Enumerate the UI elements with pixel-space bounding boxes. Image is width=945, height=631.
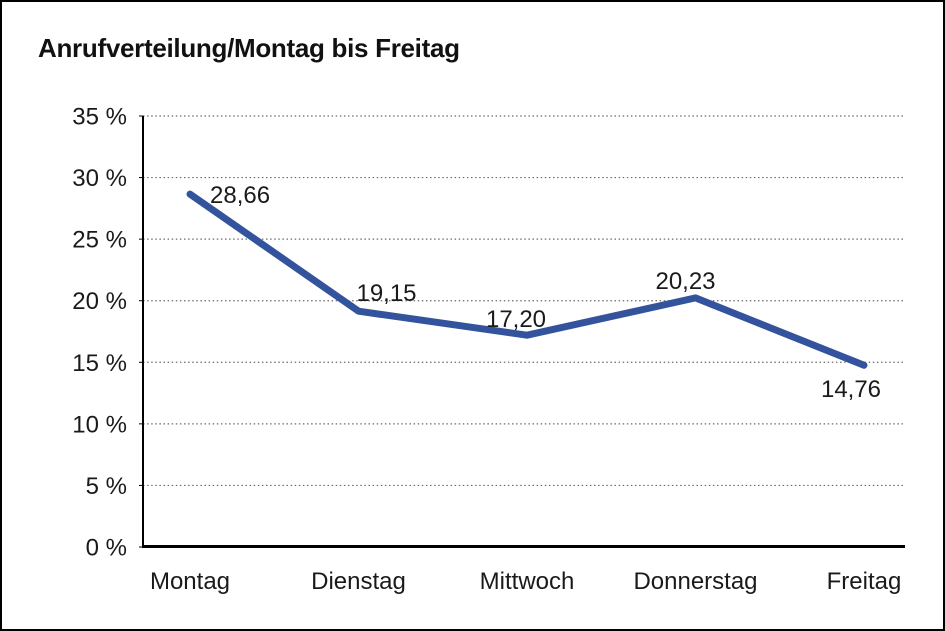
data-point-label: 19,15 [356, 280, 416, 307]
data-point-labels: 28,66 19,15 17,20 20,23 14,76 [210, 182, 881, 403]
chart-title: Anrufverteilung/Montag bis Freitag [38, 33, 460, 63]
y-axis-tick-labels: 0 % 5 % 10 % 15 % 20 % 25 % 30 % 35 % [72, 104, 127, 562]
x-tick-label: Freitag [827, 568, 902, 595]
x-tick-label: Donnerstag [633, 568, 757, 595]
x-tick-label: Mittwoch [480, 568, 575, 595]
data-point-label: 14,76 [821, 376, 881, 403]
x-tick-label: Montag [150, 568, 230, 595]
data-point-label: 20,23 [655, 268, 715, 295]
y-tick-label: 30 % [72, 165, 127, 192]
data-series-line [186, 190, 868, 369]
x-tick-label: Dienstag [311, 568, 406, 595]
y-tick-label: 5 % [86, 473, 127, 500]
y-tick-label: 25 % [72, 227, 127, 254]
y-tick-label: 35 % [72, 104, 127, 131]
x-axis-tick-labels: Montag Dienstag Mittwoch Donnerstag Freitag [150, 568, 901, 595]
data-point-label: 28,66 [210, 182, 270, 209]
y-tick-label: 15 % [72, 350, 127, 377]
y-tick-label: 10 % [72, 411, 127, 438]
data-point-label: 17,20 [486, 306, 546, 333]
y-tick-label: 0 % [86, 535, 127, 562]
y-tick-label: 20 % [72, 288, 127, 315]
